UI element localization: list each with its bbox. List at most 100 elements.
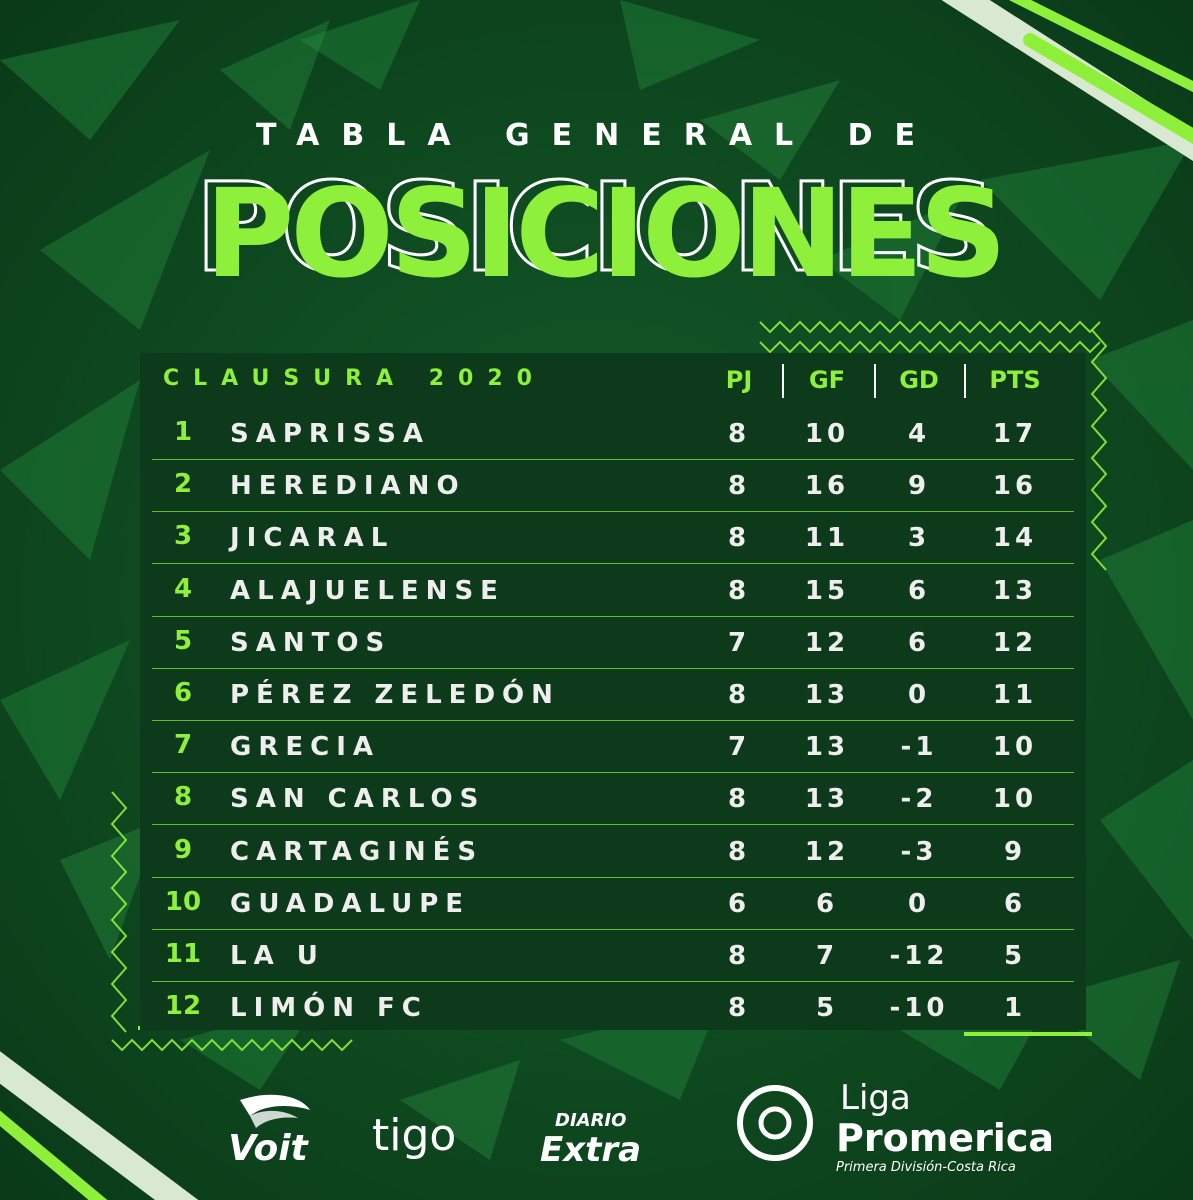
pts-cell: 16 (992, 471, 1038, 502)
team-name: LA U (230, 941, 325, 971)
team-name: SANTOS (230, 627, 392, 658)
pj-cell: 8 (727, 471, 751, 502)
table-row: 1 SAPRISSA 8 10 4 17 (152, 408, 1074, 460)
gd-cell: -3 (900, 836, 938, 867)
table-row: 12 LIMÓN FC 8 5 -10 1 (152, 982, 1074, 1034)
gf-cell: 13 (804, 784, 850, 815)
rank-cell: 11 (164, 939, 202, 969)
pj-cell: 8 (727, 836, 751, 867)
pts-cell: 12 (992, 627, 1038, 658)
column-header-pj: PJ (725, 366, 753, 394)
row-divider (152, 615, 1074, 617)
column-header-gf: GF (808, 366, 846, 394)
gd-cell: -12 (889, 941, 949, 971)
table-row: 11 LA U 8 7 -12 5 (152, 930, 1074, 982)
gf-cell: 12 (804, 836, 850, 867)
column-divider (964, 364, 966, 398)
row-divider (152, 563, 1074, 565)
row-divider (152, 824, 1074, 826)
team-name: GUADALUPE (230, 888, 471, 919)
pts-cell: 9 (1003, 836, 1027, 867)
team-name: GRECIA (230, 732, 380, 763)
pts-cell: 11 (992, 680, 1038, 710)
pts-cell: 10 (992, 732, 1038, 763)
gd-cell: 3 (907, 523, 931, 554)
team-name: SAN CARLOS (230, 784, 486, 815)
row-divider (152, 928, 1074, 930)
table-row: 7 GRECIA 7 13 -1 10 (152, 721, 1074, 774)
pts-cell: 17 (992, 419, 1038, 449)
title-subtitle: TABLA GENERAL DE (256, 118, 937, 153)
team-name: ALAJUELENSE (230, 575, 505, 606)
title-outline: POSICIONES (195, 168, 993, 288)
row-divider (152, 876, 1074, 878)
team-name: CARTAGINÉS (230, 836, 484, 867)
gd-cell: -10 (889, 993, 949, 1024)
pj-cell: 7 (727, 627, 751, 658)
gd-cell: -2 (900, 784, 938, 815)
rank-cell: 5 (173, 625, 193, 656)
gf-cell: 5 (815, 993, 839, 1024)
team-name: SAPRISSA (230, 419, 431, 449)
gd-cell: 4 (907, 419, 931, 449)
pj-cell: 8 (727, 941, 751, 971)
title-main: POSICIONES POSICIONES (193, 168, 1007, 288)
tigo-logo: tigo (372, 1110, 457, 1161)
row-divider (152, 772, 1074, 774)
pj-cell: 8 (727, 575, 751, 606)
pj-cell: 8 (727, 680, 751, 710)
row-divider (152, 981, 1074, 982)
pts-cell: 10 (992, 784, 1038, 815)
season-label: CLAUSURA 2020 (163, 366, 546, 391)
pj-cell: 7 (727, 732, 751, 763)
table-row: 3 JICARAL 8 11 3 14 (152, 512, 1074, 565)
table-row: 9 CARTAGINÉS 8 12 -3 9 (152, 826, 1074, 878)
gd-cell: -1 (900, 732, 938, 763)
liga-logo-top: Liga (840, 1078, 911, 1118)
table-row: 10 GUADALUPE 6 6 0 6 (152, 878, 1074, 930)
rank-cell: 8 (173, 782, 193, 813)
rank-cell: 9 (173, 834, 193, 865)
liga-logo-main: Promerica (836, 1116, 1054, 1160)
team-name: LIMÓN FC (230, 993, 428, 1024)
row-divider (152, 459, 1074, 460)
gd-cell: 9 (907, 471, 931, 502)
rank-cell: 12 (164, 991, 202, 1022)
rank-cell: 7 (173, 730, 193, 761)
rank-cell: 10 (164, 886, 202, 917)
team-name: HEREDIANO (230, 471, 466, 502)
gd-cell: 6 (907, 575, 931, 606)
standings-panel (140, 353, 1086, 1030)
row-divider (152, 720, 1074, 721)
gd-cell: 0 (907, 888, 931, 919)
gf-cell: 10 (804, 419, 850, 449)
row-divider (152, 667, 1074, 669)
title-fill: POSICIONES (205, 168, 1003, 288)
table-row: 8 SAN CARLOS 8 13 -2 10 (152, 773, 1074, 826)
voit-logo: Voit (228, 1094, 310, 1169)
pts-cell: 6 (1003, 888, 1027, 919)
pts-cell: 5 (1003, 941, 1027, 971)
pts-cell: 13 (992, 575, 1038, 606)
gf-cell: 15 (804, 575, 850, 606)
gd-cell: 0 (907, 680, 931, 710)
rank-cell: 1 (173, 417, 193, 447)
pj-cell: 8 (727, 419, 751, 449)
team-name: PÉREZ ZELEDÓN (230, 680, 560, 710)
gf-cell: 6 (815, 888, 839, 919)
gf-cell: 13 (804, 680, 850, 710)
team-name: JICARAL (230, 523, 395, 554)
rank-cell: 4 (173, 573, 193, 604)
pj-cell: 6 (727, 888, 751, 919)
table-row: 2 HEREDIANO 8 16 9 16 (152, 460, 1074, 513)
column-header-gd: GD (899, 366, 939, 394)
diario-extra-logo-top: DIARIO (555, 1110, 627, 1131)
gf-cell: 16 (804, 471, 850, 502)
gf-cell: 11 (804, 523, 850, 554)
gf-cell: 7 (815, 941, 839, 971)
rank-cell: 3 (173, 521, 193, 552)
table-row: 4 ALAJUELENSE 8 15 6 13 (152, 565, 1074, 617)
row-divider (152, 511, 1074, 513)
diario-extra-logo-bottom: Extra (540, 1130, 642, 1170)
rank-cell: 2 (173, 469, 193, 500)
